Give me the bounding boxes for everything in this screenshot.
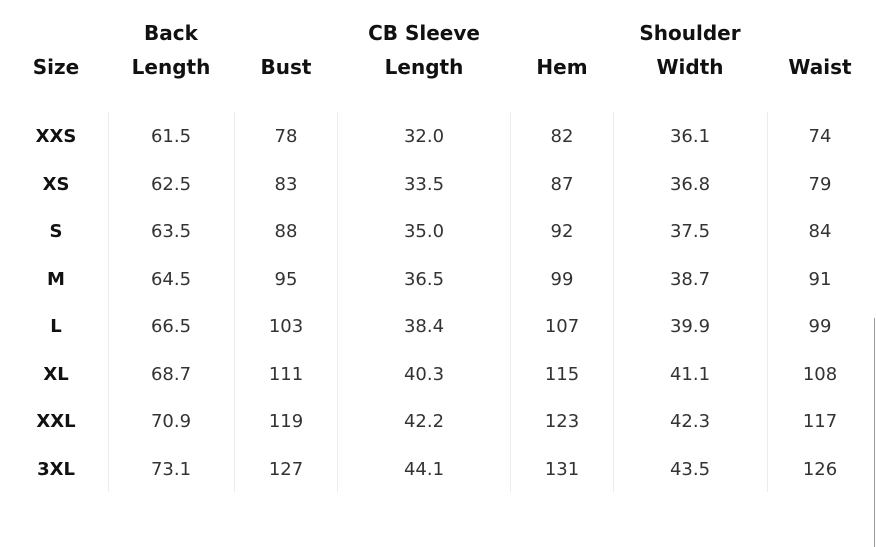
column-divider [510, 112, 511, 492]
column-divider [234, 112, 235, 492]
cell-shoulder-width: 37.5 [669, 221, 711, 242]
cell-shoulder-width: 36.1 [669, 126, 711, 147]
table-row: XL 68.7 111 40.3 115 41.1 108 [0, 351, 876, 398]
table-row: S 63.5 88 35.0 92 37.5 84 [0, 208, 876, 255]
cell-hem: 92 [550, 221, 574, 242]
cell-back-length: 68.7 [150, 363, 192, 385]
cell-size: XXS [35, 126, 77, 147]
cell-cb-sleeve-length: 33.5 [403, 173, 445, 195]
header-cb-sleeve-length: CB Sleeve Length [368, 0, 480, 84]
cell-cb-sleeve-length: 32.0 [403, 126, 445, 147]
cell-cb-sleeve-length: 44.1 [403, 458, 445, 480]
cell-waist: 91 [808, 268, 832, 290]
cell-bust: 88 [274, 221, 298, 242]
cell-hem: 131 [544, 458, 580, 480]
cell-hem: 115 [544, 363, 580, 385]
cell-waist: 99 [808, 316, 832, 337]
header-label-line1: Shoulder [639, 21, 741, 45]
cell-bust: 95 [274, 268, 298, 290]
header-size: Size [33, 0, 79, 84]
cell-size: XL [43, 363, 69, 385]
table-row: XS 62.5 83 33.5 87 36.8 79 [0, 161, 876, 208]
table-row: 3XL 73.1 127 44.1 131 43.5 126 [0, 446, 876, 493]
header-shoulder-width: Shoulder Width [639, 0, 740, 84]
column-divider [767, 112, 768, 492]
column-divider [613, 112, 614, 492]
cell-bust: 78 [274, 126, 298, 147]
column-divider [337, 112, 338, 492]
header-waist: Waist [788, 0, 851, 84]
cell-waist: 126 [802, 458, 838, 480]
cell-bust: 103 [268, 316, 304, 337]
cell-size: XS [42, 173, 70, 195]
cell-cb-sleeve-length: 42.2 [403, 411, 445, 432]
header-back-length: Back Length [132, 0, 211, 84]
cell-waist: 108 [802, 363, 838, 385]
cell-hem: 82 [550, 126, 574, 147]
cell-shoulder-width: 36.8 [669, 173, 711, 195]
column-divider [108, 112, 109, 492]
header-bust: Bust [261, 0, 312, 84]
cell-bust: 111 [268, 363, 304, 385]
cell-bust: 127 [268, 458, 304, 480]
table-row: L 66.5 103 38.4 107 39.9 99 [0, 303, 876, 350]
table-row: XXL 70.9 119 42.2 123 42.3 117 [0, 398, 876, 445]
cell-hem: 87 [550, 173, 574, 195]
cell-size: L [50, 316, 62, 337]
cell-shoulder-width: 43.5 [669, 458, 711, 480]
header-label-line2: Waist [788, 55, 852, 79]
cell-back-length: 73.1 [150, 458, 192, 480]
cell-cb-sleeve-length: 35.0 [403, 221, 445, 242]
cell-back-length: 62.5 [150, 173, 192, 195]
cell-hem: 99 [550, 268, 574, 290]
cell-shoulder-width: 39.9 [669, 316, 711, 337]
cell-size: 3XL [37, 458, 75, 480]
header-label-line2: Length [131, 55, 211, 79]
scrollbar-edge[interactable] [874, 318, 875, 547]
cell-size: M [47, 268, 65, 290]
cell-shoulder-width: 38.7 [669, 268, 711, 290]
cell-cb-sleeve-length: 36.5 [403, 268, 445, 290]
header-label-line2: Hem [536, 55, 588, 79]
cell-waist: 117 [802, 411, 838, 432]
header-label-line2: Size [32, 55, 80, 79]
header-label-line1: CB Sleeve [368, 21, 480, 45]
cell-size: XXL [36, 411, 76, 432]
cell-hem: 107 [544, 316, 580, 337]
header-label-line2: Bust [260, 55, 312, 79]
header-hem: Hem [536, 0, 587, 84]
cell-cb-sleeve-length: 40.3 [403, 363, 445, 385]
cell-waist: 79 [808, 173, 832, 195]
cell-back-length: 63.5 [150, 221, 192, 242]
cell-shoulder-width: 41.1 [669, 363, 711, 385]
cell-hem: 123 [544, 411, 580, 432]
header-label-line1: Back [144, 21, 198, 45]
cell-cb-sleeve-length: 38.4 [403, 316, 445, 337]
table-row: M 64.5 95 36.5 99 38.7 91 [0, 256, 876, 303]
cell-back-length: 66.5 [150, 316, 192, 337]
cell-waist: 84 [808, 221, 832, 242]
cell-bust: 119 [268, 411, 304, 432]
cell-back-length: 61.5 [150, 126, 192, 147]
cell-back-length: 64.5 [150, 268, 192, 290]
cell-shoulder-width: 42.3 [669, 411, 711, 432]
cell-bust: 83 [274, 173, 298, 195]
table-row: XXS 61.5 78 32.0 82 36.1 74 [0, 113, 876, 160]
table-header-row: Size Back Length Bust CB Sleeve Length Hem Shou… [0, 0, 876, 100]
header-label-line2: Width [656, 55, 724, 79]
header-label-line2: Length [384, 55, 464, 79]
cell-size: S [49, 221, 63, 242]
cell-waist: 74 [808, 126, 832, 147]
cell-back-length: 70.9 [150, 411, 192, 432]
